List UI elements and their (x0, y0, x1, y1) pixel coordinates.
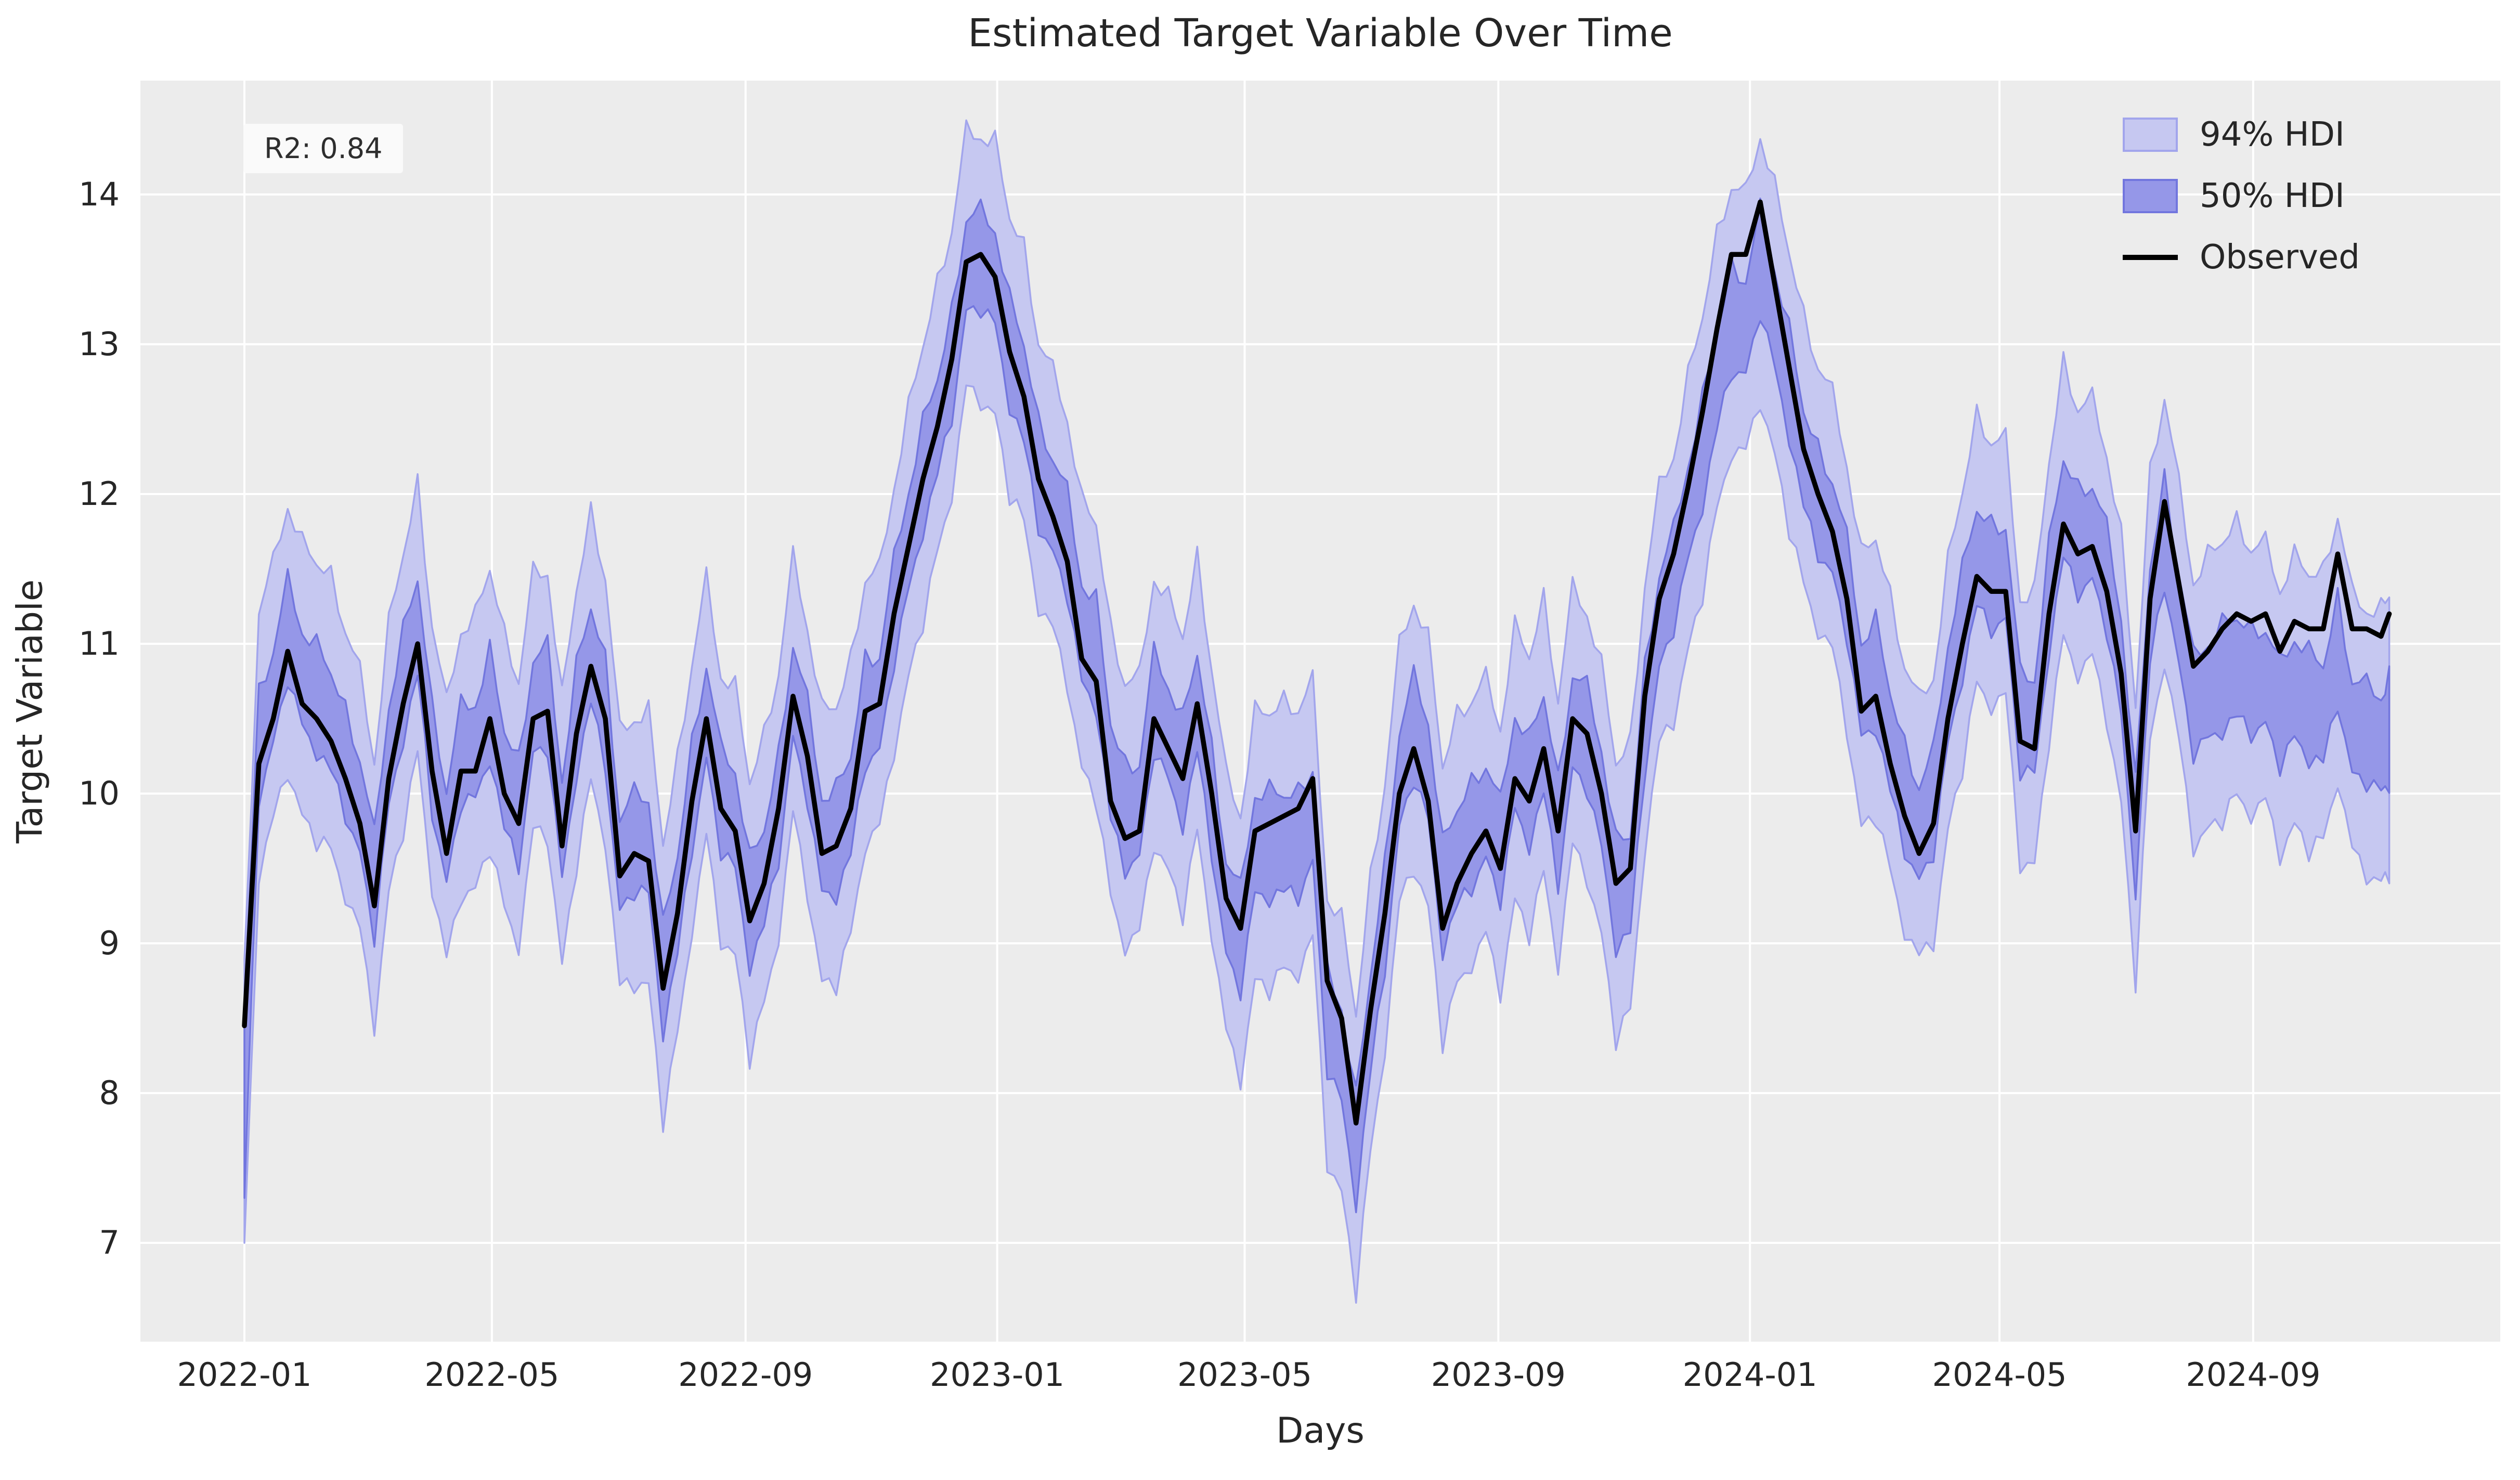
legend-entry-94hdi: 94% HDI (2123, 104, 2360, 165)
legend-label-observed: Observed (2200, 238, 2360, 277)
legend-entry-observed: Observed (2123, 227, 2360, 288)
x-tick-label: 2023-09 (1431, 1356, 1566, 1394)
x-tick-label: 2024-01 (1682, 1356, 1817, 1394)
x-tick-label: 2023-01 (930, 1356, 1065, 1394)
legend-swatch-94hdi-icon (2123, 118, 2178, 152)
x-axis-label: Days (1276, 1410, 1365, 1451)
legend-observed-line-icon (2123, 255, 2178, 260)
legend-swatch-50hdi-icon (2123, 179, 2178, 213)
r2-annotation: R2: 0.84 (243, 124, 404, 173)
x-tick-label: 2022-01 (177, 1356, 312, 1394)
legend: 94% HDI 50% HDI Observed (2123, 104, 2360, 288)
x-tick-label: 2024-05 (1932, 1356, 2067, 1394)
legend-label-94hdi: 94% HDI (2200, 115, 2345, 154)
legend-entry-50hdi: 50% HDI (2123, 165, 2360, 227)
x-tick-label: 2022-05 (424, 1356, 560, 1394)
y-tick-label: 13 (79, 325, 120, 363)
y-tick-label: 14 (79, 175, 120, 213)
x-tick-label: 2022-09 (678, 1356, 813, 1394)
y-tick-label: 10 (79, 774, 120, 812)
y-tick-label: 12 (79, 475, 120, 513)
y-tick-label: 7 (99, 1224, 120, 1262)
legend-label-50hdi: 50% HDI (2200, 177, 2345, 215)
y-tick-label: 9 (99, 924, 120, 962)
y-tick-label: 11 (79, 625, 120, 663)
x-tick-label: 2024-09 (2186, 1356, 2321, 1394)
x-tick-label: 2023-05 (1177, 1356, 1313, 1394)
y-tick-label: 8 (99, 1074, 120, 1112)
chart-title: Estimated Target Variable Over Time (968, 11, 1673, 56)
